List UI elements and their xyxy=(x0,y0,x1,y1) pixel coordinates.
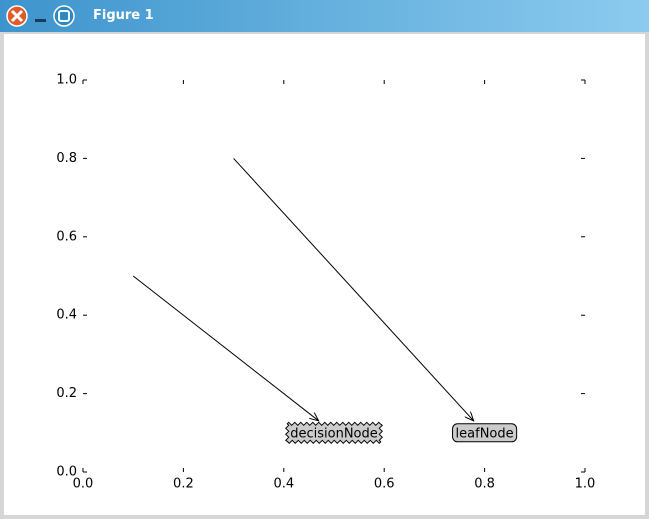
annotation-arrow xyxy=(233,158,474,420)
figure-canvas: 0.0 0.2 0.4 0.6 0.8 1.0 0.0 0.2 0.4 0.6 0.8 1.0 deci… xyxy=(4,34,645,515)
x-tick-label: 0.8 xyxy=(474,477,495,492)
annotation-arrow xyxy=(132,275,318,421)
window-buttons xyxy=(6,5,75,27)
annotation-text: decisionNode xyxy=(290,426,378,441)
y-tick-label: 1.0 xyxy=(56,73,77,88)
x-tick-label: 0.6 xyxy=(374,477,395,492)
x-tick-label: 0.4 xyxy=(273,477,294,492)
x-tick-label: 1.0 xyxy=(575,477,596,492)
x-tick-label: 0.0 xyxy=(73,477,94,492)
annotation-box xyxy=(452,423,518,443)
annotation-box xyxy=(284,421,384,445)
y-tick-label: 0.4 xyxy=(56,308,77,323)
annotation-text: leafNode xyxy=(456,426,514,441)
y-tick-label: 0.6 xyxy=(56,229,77,244)
y-tick-label: 0.0 xyxy=(56,465,77,480)
y-tick-label: 0.2 xyxy=(56,386,77,401)
y-tick-label: 0.8 xyxy=(56,151,77,166)
close-button[interactable] xyxy=(6,5,28,27)
window-title: Figure 1 xyxy=(93,8,154,23)
x-tick-label: 0.2 xyxy=(173,477,194,492)
maximize-button[interactable] xyxy=(53,5,75,27)
title-bar: Figure 1 xyxy=(0,0,649,32)
minimize-button[interactable] xyxy=(35,19,46,22)
